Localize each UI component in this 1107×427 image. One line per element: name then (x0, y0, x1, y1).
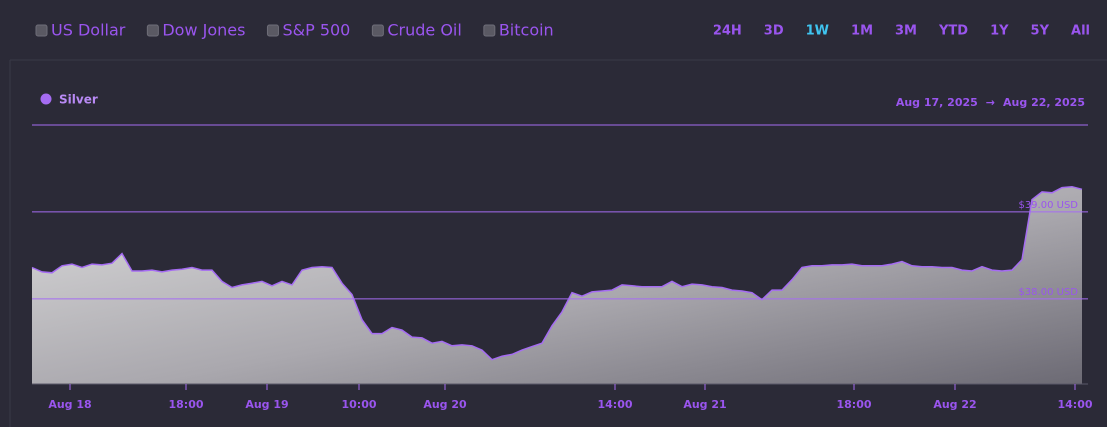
asset-toggle[interactable]: S&P 500 (266, 21, 350, 40)
range-button[interactable]: YTD (938, 24, 968, 39)
range-button[interactable]: 1M (851, 24, 873, 39)
range-button[interactable]: 3D (764, 24, 784, 39)
range-button[interactable]: All (1071, 24, 1090, 39)
x-tick-label: 10:00 (341, 398, 376, 411)
x-tick-label: 14:00 (1057, 398, 1092, 411)
legend-label: Silver (59, 93, 98, 107)
date-range: Aug 22, 2025 → Aug 17, 2025 (896, 96, 1085, 109)
asset-label[interactable]: Bitcoin (499, 21, 554, 40)
asset-toggle[interactable]: Dow Jones (146, 21, 245, 40)
x-tick-label: Aug 20 (423, 398, 467, 411)
x-tick-label: Aug 18 (48, 398, 91, 411)
asset-label[interactable]: Dow Jones (162, 21, 245, 40)
x-tick-label: Aug 19 (245, 398, 288, 411)
asset-toggle[interactable]: Crude Oil (371, 21, 462, 40)
range-button[interactable]: 5Y (1031, 24, 1050, 39)
range-button[interactable]: 1W (806, 24, 829, 39)
y-tick-label: $39.00 USD (1018, 200, 1078, 211)
x-tick-label: 18:00 (168, 398, 203, 411)
range-separator: → (986, 96, 995, 109)
range-button[interactable]: 24H (713, 24, 742, 39)
range-buttons: All 5Y 1Y YTD 3M 1M 1W 3D 24H (713, 24, 1090, 39)
range-end: Aug 22, 2025 (1003, 96, 1085, 109)
range-button[interactable]: 3M (895, 24, 917, 39)
asset-label[interactable]: US Dollar (51, 21, 126, 40)
x-tick-label: Aug 22 (933, 398, 976, 411)
y-tick-label: $38.00 USD (1018, 287, 1078, 298)
checkbox[interactable] (266, 24, 279, 37)
legend-marker (40, 93, 52, 105)
checkbox[interactable] (371, 24, 384, 37)
asset-toggle[interactable]: US Dollar (35, 21, 126, 40)
checkbox[interactable] (35, 24, 48, 37)
plot: $39.00 USD $38.00 USD Aug 18 18:00 Aug 19 10:… (31, 124, 1093, 411)
range-button[interactable]: 1Y (990, 24, 1009, 39)
x-tick-label: Aug 21 (683, 398, 726, 411)
x-tick-label: 18:00 (836, 398, 871, 411)
asset-label[interactable]: S&P 500 (282, 21, 350, 40)
asset-label[interactable]: Crude Oil (387, 21, 461, 40)
asset-toggles: US Dollar Dow Jones S&P 500 Crude Oil Bitcoi… (35, 21, 554, 40)
checkbox[interactable] (483, 24, 496, 37)
range-start: Aug 17, 2025 (896, 96, 978, 109)
area (32, 186, 1082, 384)
asset-toggle[interactable]: Bitcoin (483, 21, 554, 40)
x-tick-label: 14:00 (597, 398, 632, 411)
checkbox[interactable] (146, 24, 159, 37)
line (31, 185, 1083, 361)
